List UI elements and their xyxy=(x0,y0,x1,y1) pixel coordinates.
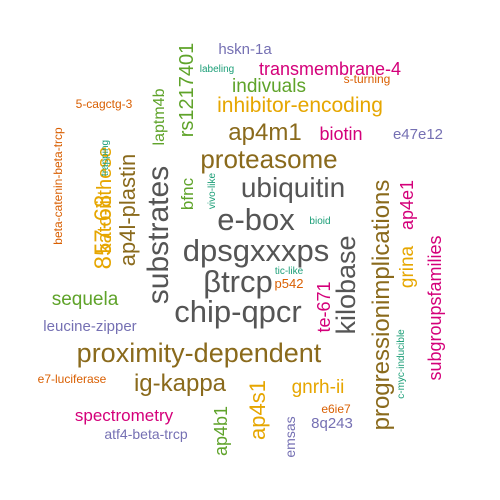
word-beta-catenin-beta-trcp: beta-catenin-beta-trcp xyxy=(51,127,65,245)
word-kilobase: kilobase xyxy=(331,235,361,334)
word-bioid: bioid xyxy=(309,216,330,227)
word-ap4s1: ap4s1 xyxy=(245,380,270,440)
word-spectrometry: spectrometry xyxy=(75,406,174,425)
word-857-68: 857-68 xyxy=(90,195,117,270)
word-proximity-dependent: proximity-dependent xyxy=(77,338,322,368)
word-emsas: emsas xyxy=(282,416,298,457)
word-indivuals: indivuals xyxy=(232,76,306,97)
word-progressionimplications: progressionimplications xyxy=(368,180,395,431)
word-te-671: te-671 xyxy=(314,281,334,332)
word-proteasome: proteasome xyxy=(200,144,337,174)
word-chip-qpcr: chip-qpcr xyxy=(174,294,302,329)
word-substrates: substrates xyxy=(142,166,175,304)
word-transmembrane-4: transmembrane-4 xyxy=(259,59,401,79)
word-5-cagctg-3: 5-cagctg-3 xyxy=(76,97,133,111)
word-vivo-like: vivo-like xyxy=(207,173,218,210)
word-subgroupsfamilies: subgroupsfamilies xyxy=(425,235,445,380)
word-ap4l-plastin: ap4l-plastin xyxy=(115,154,140,267)
word-gnrh-ii: gnrh-ii xyxy=(292,377,345,398)
word-sequela: sequela xyxy=(52,289,119,310)
word-p542: p542 xyxy=(275,276,304,291)
word-inhibitor-encoding: inhibitor-encoding xyxy=(217,94,383,117)
word-trapping: trapping xyxy=(100,140,111,176)
word-e47e12: e47e12 xyxy=(393,126,443,143)
word-tic-like: tic-like xyxy=(275,266,304,277)
word-e6ie7: e6ie7 xyxy=(321,402,351,416)
word-grina: grina xyxy=(397,245,418,288)
word-e-box: e-box xyxy=(217,202,295,237)
word-hskn-1a: hskn-1a xyxy=(218,41,272,58)
word-laptm4b: laptm4b xyxy=(151,88,168,145)
word-kato-iiithese: kato-iiithese xyxy=(94,147,116,254)
word-btrcp: βtrcp xyxy=(203,264,273,299)
word-rs1217401: rs1217401 xyxy=(176,43,198,138)
word-biotin: biotin xyxy=(319,124,362,144)
word-labeling: labeling xyxy=(200,64,234,75)
word-e7-luciferase: e7-luciferase xyxy=(38,372,107,386)
word-ig-kappa: ig-kappa xyxy=(134,370,227,397)
word-ubiquitin: ubiquitin xyxy=(241,172,345,203)
word-leucine-zipper: leucine-zipper xyxy=(43,318,136,335)
word-ap4m1: ap4m1 xyxy=(228,119,301,146)
word-ap4b1: ap4b1 xyxy=(211,406,231,456)
word-s-turning: s-turning xyxy=(344,72,391,86)
word-c-myc-inducible: c-myc-inducible xyxy=(396,329,407,399)
word-dpsgxxxps: dpsgxxxps xyxy=(183,233,329,268)
word-atf4-beta-trcp: atf4-beta-trcp xyxy=(104,426,187,442)
word-8q243: 8q243 xyxy=(311,415,353,432)
word-bfnc: bfnc xyxy=(178,177,197,210)
word-ap4e1: ap4e1 xyxy=(397,180,417,230)
